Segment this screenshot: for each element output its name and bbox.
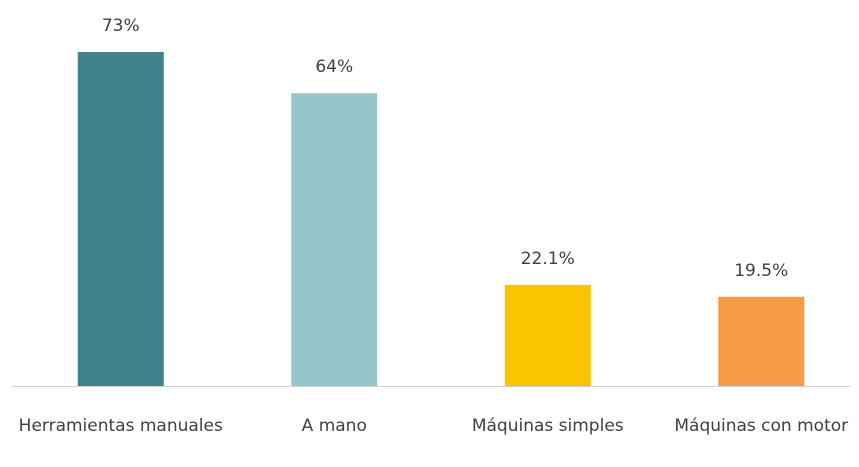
- x-tick-label: Herramientas manuales: [18, 416, 223, 436]
- value-label: 64%: [315, 57, 353, 77]
- bar: [504, 284, 591, 386]
- bar: [718, 296, 805, 386]
- x-tick-label: Máquinas con motor: [674, 416, 849, 436]
- value-label: 22.1%: [521, 249, 575, 269]
- bar: [77, 52, 164, 387]
- value-label: 73%: [102, 16, 140, 36]
- x-tick-label: Máquinas simples: [471, 416, 624, 436]
- bar: [291, 93, 378, 386]
- x-tick-label: A mano: [301, 416, 367, 436]
- value-label: 19.5%: [734, 261, 788, 281]
